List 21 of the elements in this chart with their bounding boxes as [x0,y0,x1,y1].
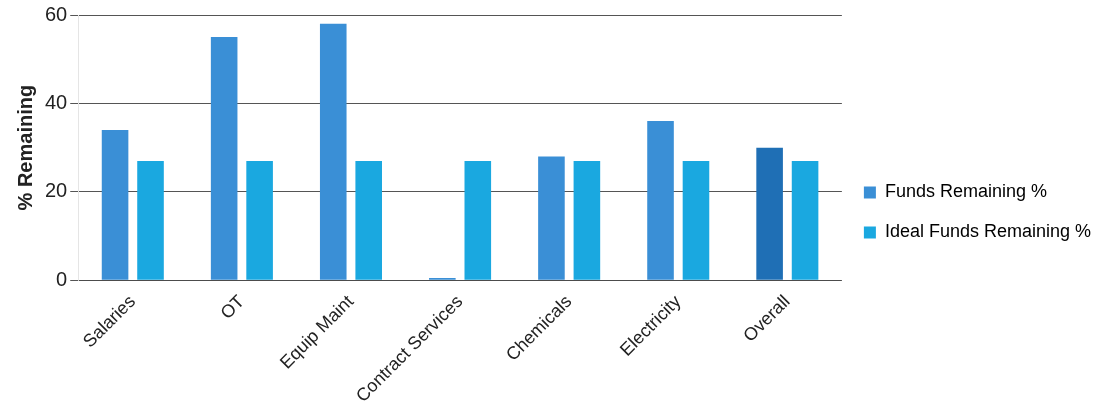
y-axis-title: % Remaining [13,84,36,211]
bar [101,129,129,280]
bar [246,160,273,280]
bar [791,160,819,280]
bar [355,160,382,280]
bar [647,121,674,280]
bar [319,23,347,280]
bar [682,160,710,280]
bar [210,37,238,280]
legend-label: Ideal Funds Remaining % [884,221,1092,242]
y-tick-label: 40 [45,90,68,113]
y-tick-label: 20 [45,179,68,202]
bar [538,156,565,280]
x-tick-label: OT [216,291,249,323]
y-tick-label: 60 [45,2,68,25]
bar [573,160,601,280]
bar [137,160,164,280]
y-tick-label: 0 [56,267,68,290]
bar [756,147,783,280]
legend-label: Funds Remaining % [884,181,1047,202]
bar [464,160,492,280]
